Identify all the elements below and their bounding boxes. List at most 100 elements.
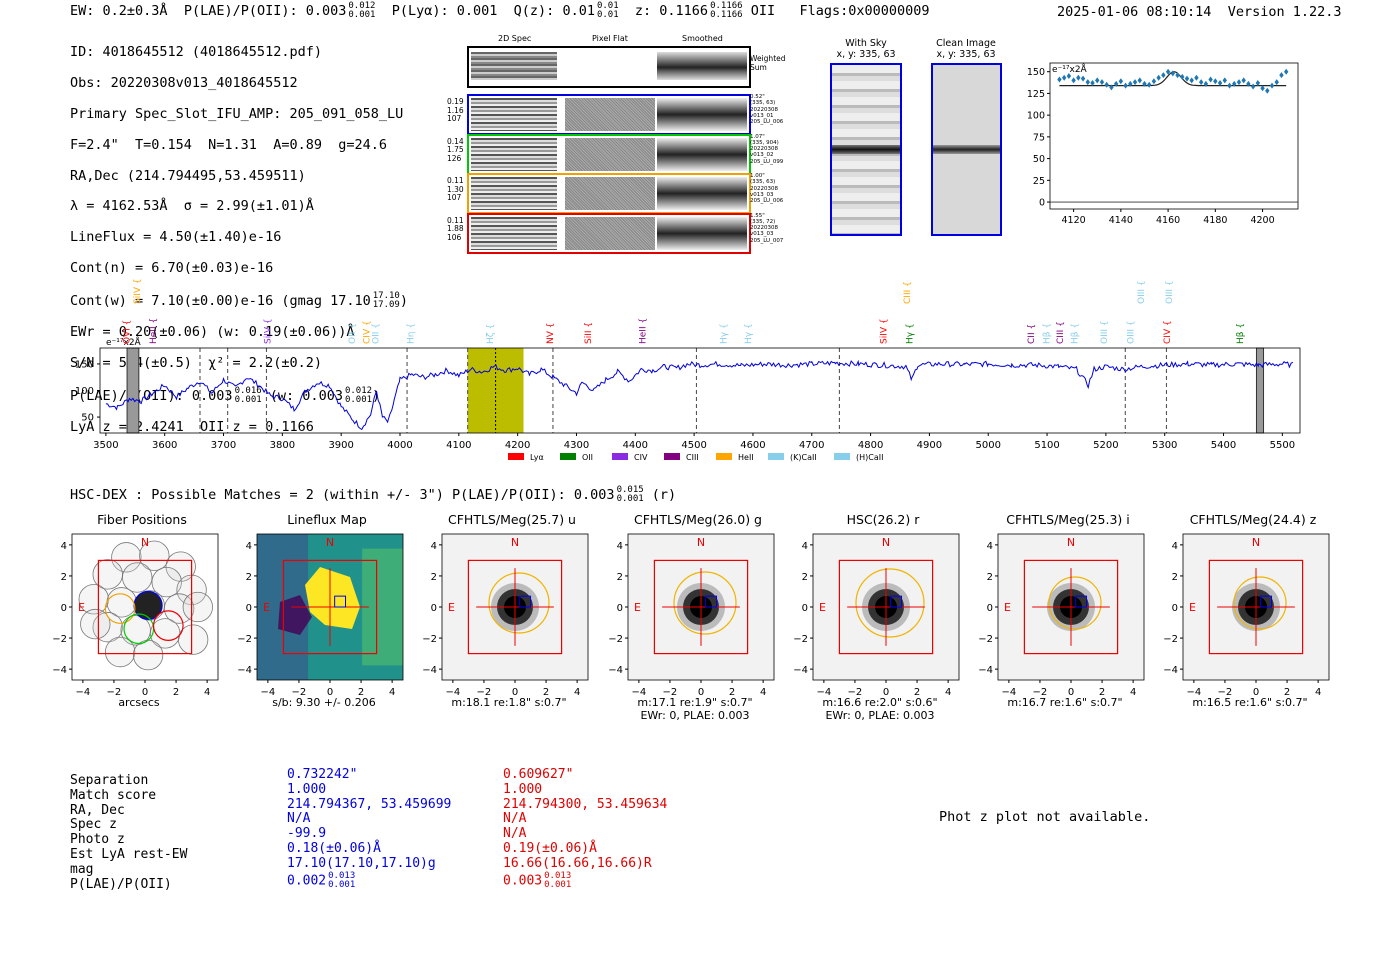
- emission-line-label: SiII {: [584, 322, 594, 344]
- lineflux-dark: [278, 595, 312, 635]
- fiber-smoothed: [657, 177, 747, 210]
- fiber-circle: [92, 612, 123, 643]
- emission-line-label: OII {: [348, 323, 358, 344]
- fiber-info: v013_03: [750, 231, 774, 238]
- zoom-data-point: [1217, 79, 1223, 86]
- header-bar: EW: 0.2±0.3Å P(LAE)/P(OII): 0.003 0.012 0.…: [70, 2, 930, 20]
- north-label: N: [697, 536, 705, 549]
- zoom-ytick-label: 75: [1033, 132, 1045, 143]
- table-value: 0.732242": [287, 767, 358, 782]
- spectrum-xtick-label: 4900: [917, 440, 942, 451]
- panel-caption: m:16.5 re:1.6" s:0.7": [1192, 696, 1308, 709]
- legend-label: (H)CaII: [856, 453, 883, 462]
- fiber-value: 106: [447, 232, 462, 242]
- masked-region: [126, 347, 140, 434]
- panel-xtick-label: 0: [698, 687, 704, 698]
- clean-label: Clean Image: [936, 38, 996, 49]
- info-params: F=2.4" T=0.154 N=1.31 A=0.89 g=24.6: [70, 136, 387, 153]
- zoom-data-point: [1194, 74, 1199, 81]
- zoom-data-point: [1175, 72, 1180, 79]
- east-label: E: [1189, 601, 1196, 614]
- panel-xtick-label: −2: [1033, 687, 1048, 698]
- panel-ytick-label: 0: [802, 603, 808, 614]
- table-cell: 0.609627": [503, 767, 667, 783]
- legend-swatch: [560, 453, 576, 460]
- fiber-info: 20220308: [750, 185, 778, 192]
- with-sky-title: With Sky x, y: 335, 63: [830, 38, 902, 60]
- panel-xtick-label: 0: [1068, 687, 1074, 698]
- table-label: Match score: [70, 787, 157, 803]
- clean-title: Clean Image x, y: 335, 63: [930, 38, 1002, 60]
- weighted-sum-cutout: [467, 46, 751, 88]
- imaging-panel: CFHTLS/Meg(24.4) z N E 4 2 0 −2 −4 −4 −2 0 2 4 m:16.5…: [1153, 512, 1339, 722]
- version: Version 1.22.3: [1227, 4, 1342, 20]
- zoom-ytick-label: 25: [1033, 176, 1045, 187]
- table-label: P(LAE)/P(OII): [70, 876, 172, 892]
- imaging-panel: CFHTLS/Meg(25.3) i N E 4 2 0 −2 −4 −4 −2 0 2 4 m:16.7…: [968, 512, 1154, 722]
- aperture-ring: [1048, 576, 1102, 630]
- table-cell: 1.000: [503, 782, 667, 798]
- spectrum-xtick-label: 4100: [446, 440, 471, 451]
- emission-line-label: CII {: [1027, 324, 1037, 344]
- panel-ytick-label: −2: [422, 634, 437, 645]
- spectrum-xtick-label: 3900: [328, 440, 353, 451]
- info-ewr: EWr = 0.20(±0.06) (w: 0.19(±0.06))Å: [70, 324, 355, 341]
- spectrum-xtick-label: 4400: [623, 440, 648, 451]
- emission-line-label: NV {: [546, 323, 556, 344]
- panel-xtick-label: 4: [760, 687, 766, 698]
- aperture-ring: [488, 572, 550, 634]
- emission-line-label: SiIV {: [264, 318, 274, 344]
- info-contw-hi: 17.10: [372, 290, 400, 301]
- emission-line-label: Hγ {: [720, 323, 730, 344]
- spectrum-ytick-label: 150: [75, 359, 94, 370]
- emission-line-label: SiIV {: [133, 278, 143, 304]
- panel-plot: N E 4 2 0 −2 −4 −4 −2 0 2 4: [608, 533, 775, 698]
- fiber-value: 107: [447, 114, 462, 123]
- cutout-grid: 2D Spec Pixel Flat Smoothed Weighted Sum…: [440, 34, 810, 256]
- panel-ytick-label: −4: [978, 665, 993, 676]
- fiber-info: v013_02: [750, 152, 774, 159]
- fiber-info: (335, 72): [750, 218, 776, 225]
- table-cell: N/A: [503, 811, 667, 827]
- spectrum-xtick-label: 3600: [152, 440, 177, 451]
- zoom-data-point: [1189, 77, 1194, 84]
- zoom-data-point: [1184, 75, 1190, 82]
- panel-ytick-label: −2: [978, 634, 993, 645]
- table-frac-hi: 0.013: [328, 870, 356, 881]
- panel-xtick-label: 2: [914, 687, 920, 698]
- panel-xtick-label: 2: [173, 687, 179, 698]
- table-frac-lo: 0.001: [544, 879, 572, 890]
- fiber-info: (335, 904): [750, 139, 779, 146]
- panel-xtick-label: −4: [1186, 687, 1201, 698]
- fiber-value: 1.30: [447, 184, 464, 194]
- fiber-flat: [565, 177, 655, 210]
- panel-xtick-label: 4: [945, 687, 951, 698]
- header-right: 2025-01-06 08:10:14 Version 1.22.3: [1057, 4, 1342, 20]
- fiber-cutout: [467, 173, 751, 214]
- panel-xtick-label: −2: [1218, 687, 1233, 698]
- search-box: [467, 559, 563, 655]
- fiber-info: 1.00": [750, 173, 765, 179]
- spectrum-xtick-label: 5400: [1211, 440, 1236, 451]
- panel-ytick-label: 4: [802, 541, 808, 552]
- zoom-ytick-label: 0: [1039, 198, 1045, 209]
- panel-xtick-label: 4: [389, 687, 395, 698]
- table-cell: 214.794300, 53.459634: [503, 797, 667, 813]
- hsc-dex-summary: HSC-DEX : Possible Matches = 2 (within +…: [70, 486, 676, 504]
- zoom-data-point: [1080, 75, 1086, 82]
- table-value: -99.9: [287, 826, 327, 842]
- emission-line-label: HeII {: [638, 318, 648, 344]
- panel-ytick-label: 0: [987, 603, 993, 614]
- fiber-row: 0.14 1.75 126 1.07" (335, 904) 20220308 v013_0…: [440, 133, 810, 175]
- table-cell: 0.003 0.013 0.001: [503, 871, 667, 890]
- zoom-data-point: [1142, 80, 1147, 87]
- table-value: 0.609627": [503, 767, 574, 782]
- panel-ytick-label: −4: [422, 665, 437, 676]
- zoom-frame: [1049, 62, 1299, 210]
- fiber-info: 20220308: [750, 146, 778, 153]
- imaging-panel: HSC(26.2) r N E 4 2 0 −2 −4 −4 −2 0 2 4 m:16.6 re:2.0…: [783, 512, 969, 722]
- panel-xtick-label: 0: [1253, 687, 1259, 698]
- east-label: E: [819, 601, 826, 614]
- col-2d-spec: 2D Spec: [498, 34, 532, 43]
- match-marker: [1260, 595, 1273, 608]
